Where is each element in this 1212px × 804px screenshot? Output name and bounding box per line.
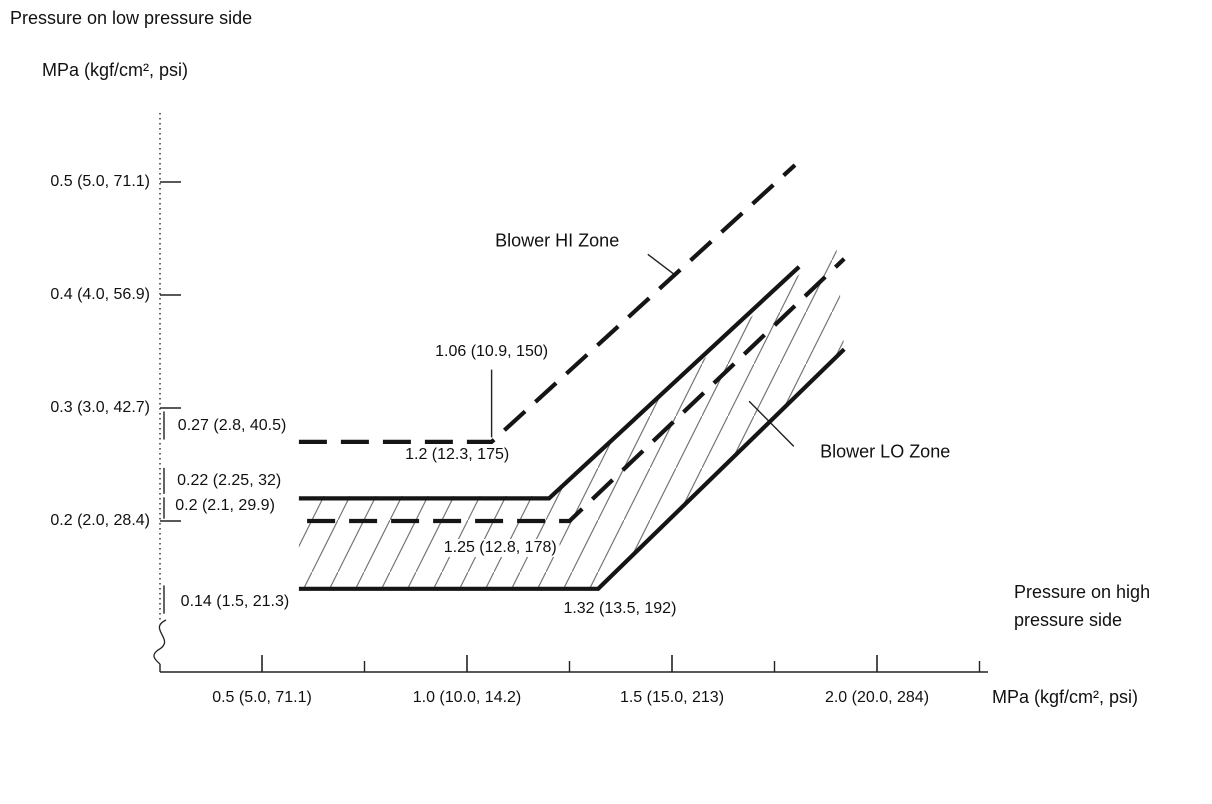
point-label: 1.06 (10.9, 150) (435, 342, 549, 360)
point-label: 0.14 (1.5, 21.3) (180, 593, 290, 611)
point-label: 0.27 (2.8, 40.5) (177, 417, 287, 435)
blower-hi-lower-boundary (298, 265, 801, 501)
point-label: 0.22 (2.25, 32) (177, 472, 282, 490)
y-axis-unit-label: MPa (kgf/cm², psi) (42, 60, 189, 80)
zone-label: Blower HI Zone (495, 230, 620, 251)
blower-lo-lower-boundary (298, 347, 846, 591)
y-tick-label: 0.5 (5.0, 71.1) (50, 173, 150, 190)
x-axis-unit-label: MPa (kgf/cm², psi) (992, 687, 1139, 707)
blower-lo-dashed-boundary (307, 257, 846, 524)
point-label: 1.2 (12.3, 175) (405, 446, 510, 464)
y-axis-title: Pressure on low pressure side (10, 8, 253, 28)
y-tick-label: 0.2 (2.0, 28.4) (50, 512, 150, 529)
y-axis-break-squiggle (153, 619, 167, 665)
point-label: 1.32 (13.5, 192) (563, 600, 677, 618)
point-label: 0.2 (2.1, 29.9) (175, 497, 275, 515)
point-label: 1.25 (12.8, 178) (440, 539, 560, 558)
y-tick-label: 0.3 (3.0, 42.7) (50, 399, 150, 416)
zone-label: Blower LO Zone (820, 441, 951, 462)
hatched-zone (298, 241, 845, 589)
x-tick-label: 2.0 (20.0, 284) (824, 689, 930, 706)
x-tick-label: 1.0 (10.0, 14.2) (412, 689, 522, 706)
y-tick-label: 0.4 (4.0, 56.9) (50, 286, 150, 303)
x-axis-title: Pressure on high pressure side (1014, 582, 1151, 630)
x-tick-label: 0.5 (5.0, 71.1) (212, 689, 312, 706)
x-tick-label: 1.5 (15.0, 213) (619, 689, 725, 706)
leader-line (748, 400, 795, 447)
leader-line (647, 253, 677, 277)
blower-hi-upper-boundary (298, 163, 797, 444)
